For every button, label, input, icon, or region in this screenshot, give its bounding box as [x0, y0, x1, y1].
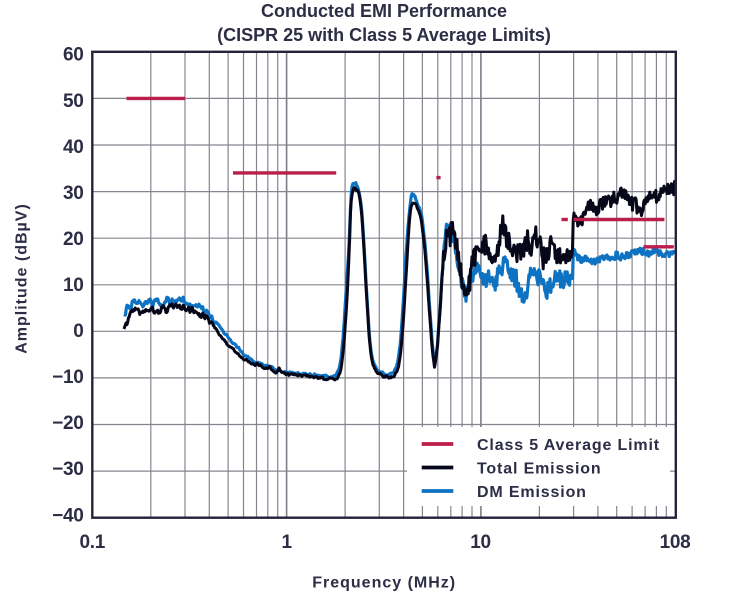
svg-text:−40: −40: [52, 505, 83, 526]
svg-text:Frequency (MHz): Frequency (MHz): [312, 575, 456, 592]
svg-text:Conducted EMI Performance: Conducted EMI Performance: [261, 1, 507, 21]
svg-text:108: 108: [660, 532, 691, 553]
svg-text:30: 30: [63, 183, 84, 204]
svg-text:0.1: 0.1: [80, 532, 106, 553]
svg-text:DM Emission: DM Emission: [477, 484, 587, 501]
svg-text:Amplitude (dBµV): Amplitude (dBµV): [14, 203, 31, 354]
svg-text:−10: −10: [52, 367, 83, 388]
svg-text:−30: −30: [52, 459, 83, 480]
svg-text:10: 10: [470, 532, 491, 553]
svg-text:60: 60: [63, 45, 84, 66]
svg-text:40: 40: [63, 137, 84, 158]
svg-text:50: 50: [63, 91, 84, 112]
svg-text:0: 0: [73, 321, 83, 342]
svg-text:−20: −20: [52, 413, 83, 434]
svg-text:Class 5 Average Limit: Class 5 Average Limit: [477, 437, 660, 454]
svg-text:Total Emission: Total Emission: [477, 460, 602, 477]
svg-text:(CISPR 25 with Class 5 Average: (CISPR 25 with Class 5 Average Limits): [217, 25, 551, 45]
svg-text:20: 20: [63, 229, 84, 250]
svg-text:1: 1: [281, 532, 292, 553]
svg-text:10: 10: [63, 275, 84, 296]
